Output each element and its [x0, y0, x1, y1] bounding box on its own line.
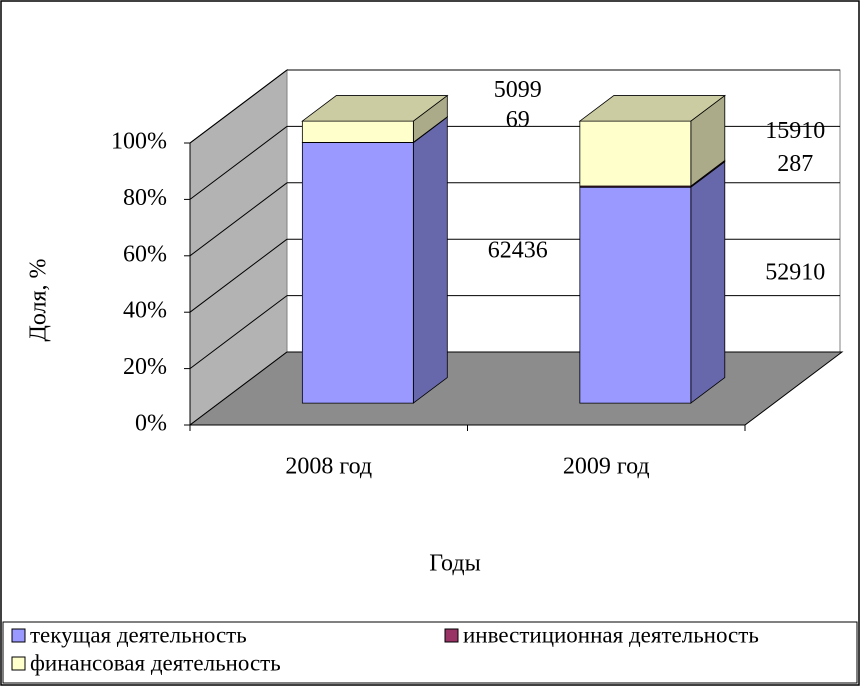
grid-line [189, 126, 288, 200]
bar [301, 142, 414, 404]
floor [188, 351, 844, 426]
legend-label: финансовая деятельность [30, 650, 281, 675]
grid-line [189, 295, 288, 369]
bar-side [412, 116, 448, 404]
legend-swatch [444, 628, 459, 643]
data-label: 52910 [765, 260, 825, 286]
bar-top [578, 95, 726, 122]
x-axis-title: Годы [429, 551, 480, 577]
y-tick-label: 40% [123, 298, 167, 324]
y-tick-label: 20% [123, 354, 167, 380]
grid-line [189, 238, 288, 313]
y-tick-label: 80% [123, 185, 167, 211]
y-tick-label: 0% [135, 411, 167, 437]
y-axis-title: Доля, % [26, 258, 52, 341]
bar-side [690, 160, 726, 404]
data-label: 5099 [494, 77, 542, 103]
y-tick-label: 60% [123, 241, 167, 267]
bar [579, 120, 692, 187]
grid-line [189, 69, 288, 144]
legend-swatch [11, 628, 26, 643]
legend-label: инвестиционная деятельность [463, 622, 759, 647]
bar [301, 120, 414, 143]
y-tick-label: 100% [111, 129, 167, 155]
data-label: 287 [777, 151, 813, 177]
data-label: 69 [506, 107, 530, 133]
legend-box [2, 621, 858, 684]
legend-swatch [11, 656, 26, 671]
bar [579, 186, 692, 404]
bar-top [301, 95, 449, 122]
x-tick-label: 2009 год [563, 454, 650, 480]
x-tick-label: 2008 год [285, 454, 372, 480]
grid-line [189, 182, 288, 257]
data-label: 62436 [488, 237, 548, 263]
data-label: 15910 [765, 118, 825, 144]
legend-label: текущая деятельность [30, 622, 247, 647]
